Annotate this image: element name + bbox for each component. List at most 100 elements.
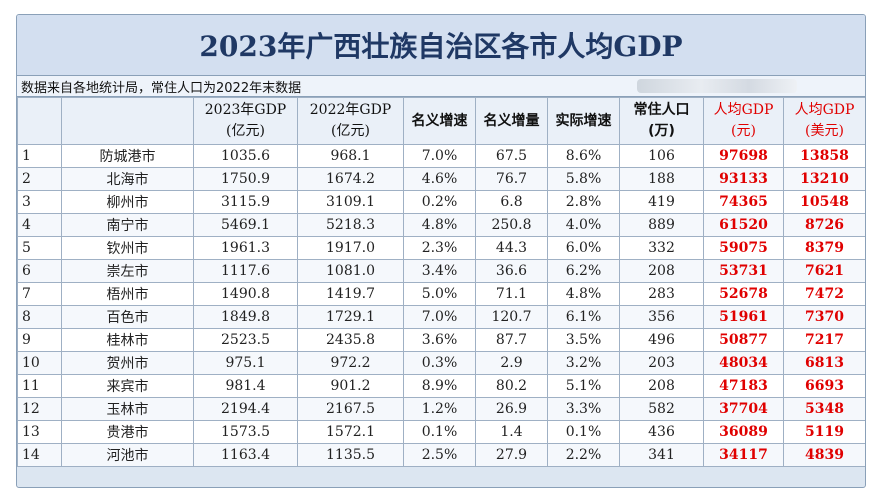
cell-per-capita-usd: 8379 (783, 236, 865, 260)
cell-city: 防城港市 (61, 144, 194, 168)
cell-real-growth: 4.0% (547, 213, 620, 237)
cell-gdp2022: 1729.1 (297, 305, 404, 329)
cell-gdp2023: 5469.1 (193, 213, 298, 237)
cell-real-growth: 4.8% (547, 282, 620, 306)
table-row: 9 桂林市 2523.5 2435.8 3.6% 87.7 3.5% 496 50877 7217 (17, 328, 865, 352)
table-row: 2 北海市 1750.9 1674.2 4.6% 76.7 5.8% 188 93133 1321… (17, 167, 865, 191)
cell-population: 356 (619, 305, 704, 329)
cell-rank: 14 (17, 443, 62, 467)
cell-per-capita-cny: 34117 (703, 443, 784, 467)
cell-per-capita-cny: 53731 (703, 259, 784, 283)
cell-gdp2022: 1419.7 (297, 282, 404, 306)
cell-rank: 9 (17, 328, 62, 352)
cell-city: 玉林市 (61, 397, 194, 421)
cell-increment: 120.7 (475, 305, 548, 329)
cell-growth: 2.5% (403, 443, 476, 467)
cell-city: 桂林市 (61, 328, 194, 352)
cell-gdp2023: 1573.5 (193, 420, 298, 444)
cell-real-growth: 3.5% (547, 328, 620, 352)
table-row: 11 来宾市 981.4 901.2 8.9% 80.2 5.1% 208 47183 6693 (17, 374, 865, 398)
cell-rank: 6 (17, 259, 62, 283)
cell-rank: 3 (17, 190, 62, 214)
cell-increment: 76.7 (475, 167, 548, 191)
cell-per-capita-cny: 37704 (703, 397, 784, 421)
cell-per-capita-cny: 36089 (703, 420, 784, 444)
cell-population: 889 (619, 213, 704, 237)
table-row: 4 南宁市 5469.1 5218.3 4.8% 250.8 4.0% 889 61520 872… (17, 213, 865, 237)
header-gdp2022: 2022年GDP (亿元) (297, 97, 404, 145)
gdp-table: 2023年GDP (亿元) 2022年GDP (亿元) 名义增速 名义增量 实际增速… (17, 97, 865, 467)
cell-increment: 6.8 (475, 190, 548, 214)
cell-increment: 26.9 (475, 397, 548, 421)
cell-per-capita-usd: 8726 (783, 213, 865, 237)
cell-city: 来宾市 (61, 374, 194, 398)
header-increment: 名义增量 (475, 97, 548, 145)
cell-per-capita-usd: 7621 (783, 259, 865, 283)
cell-per-capita-cny: 48034 (703, 351, 784, 375)
cell-gdp2022: 1917.0 (297, 236, 404, 260)
blurred-watermark (637, 79, 797, 93)
gdp-table-sheet: 2023年广西壮族自治区各市人均GDP 数据来自各地统计局，常住人口为2022年… (16, 14, 866, 488)
cell-growth: 0.3% (403, 351, 476, 375)
cell-gdp2023: 1750.9 (193, 167, 298, 191)
cell-real-growth: 6.1% (547, 305, 620, 329)
cell-per-capita-cny: 61520 (703, 213, 784, 237)
source-note: 数据来自各地统计局，常住人口为2022年末数据 制 (17, 76, 865, 97)
cell-per-capita-cny: 52678 (703, 282, 784, 306)
cell-increment: 80.2 (475, 374, 548, 398)
header-growth: 名义增速 (403, 97, 476, 145)
cell-rank: 7 (17, 282, 62, 306)
cell-real-growth: 2.8% (547, 190, 620, 214)
cell-increment: 44.3 (475, 236, 548, 260)
cell-gdp2022: 1081.0 (297, 259, 404, 283)
cell-per-capita-usd: 5348 (783, 397, 865, 421)
cell-population: 436 (619, 420, 704, 444)
cell-gdp2023: 1490.8 (193, 282, 298, 306)
cell-population: 341 (619, 443, 704, 467)
cell-rank: 5 (17, 236, 62, 260)
cell-per-capita-cny: 59075 (703, 236, 784, 260)
header-population: 常住人口 (万) (619, 97, 704, 145)
table-row: 14 河池市 1163.4 1135.5 2.5% 27.9 2.2% 341 34117 483… (17, 443, 865, 467)
cell-increment: 1.4 (475, 420, 548, 444)
cell-increment: 250.8 (475, 213, 548, 237)
cell-growth: 7.0% (403, 305, 476, 329)
cell-real-growth: 0.1% (547, 420, 620, 444)
cell-increment: 71.1 (475, 282, 548, 306)
table-row: 8 百色市 1849.8 1729.1 7.0% 120.7 6.1% 356 51961 737… (17, 305, 865, 329)
cell-gdp2023: 2523.5 (193, 328, 298, 352)
cell-gdp2022: 2167.5 (297, 397, 404, 421)
cell-per-capita-cny: 51961 (703, 305, 784, 329)
cell-population: 208 (619, 374, 704, 398)
cell-per-capita-usd: 10548 (783, 190, 865, 214)
cell-gdp2022: 1135.5 (297, 443, 404, 467)
cell-increment: 27.9 (475, 443, 548, 467)
cell-growth: 3.6% (403, 328, 476, 352)
header-rank (17, 97, 62, 145)
cell-gdp2023: 981.4 (193, 374, 298, 398)
cell-rank: 10 (17, 351, 62, 375)
cell-per-capita-cny: 50877 (703, 328, 784, 352)
cell-increment: 36.6 (475, 259, 548, 283)
cell-gdp2023: 1163.4 (193, 443, 298, 467)
cell-city: 梧州市 (61, 282, 194, 306)
cell-city: 贵港市 (61, 420, 194, 444)
cell-growth: 4.6% (403, 167, 476, 191)
header-city (61, 97, 194, 145)
cell-per-capita-usd: 7472 (783, 282, 865, 306)
table-body: 1 防城港市 1035.6 968.1 7.0% 67.5 8.6% 106 97698 1385… (17, 144, 865, 467)
cell-growth: 0.1% (403, 420, 476, 444)
header-per-capita-usd: 人均GDP (美元) (783, 97, 865, 145)
cell-rank: 13 (17, 420, 62, 444)
cell-gdp2022: 972.2 (297, 351, 404, 375)
cell-rank: 2 (17, 167, 62, 191)
cell-real-growth: 6.2% (547, 259, 620, 283)
cell-real-growth: 5.1% (547, 374, 620, 398)
cell-per-capita-cny: 47183 (703, 374, 784, 398)
cell-gdp2022: 1572.1 (297, 420, 404, 444)
cell-per-capita-usd: 4839 (783, 443, 865, 467)
cell-city: 百色市 (61, 305, 194, 329)
cell-growth: 7.0% (403, 144, 476, 168)
table-row: 12 玉林市 2194.4 2167.5 1.2% 26.9 3.3% 582 37704 534… (17, 397, 865, 421)
cell-per-capita-usd: 6813 (783, 351, 865, 375)
